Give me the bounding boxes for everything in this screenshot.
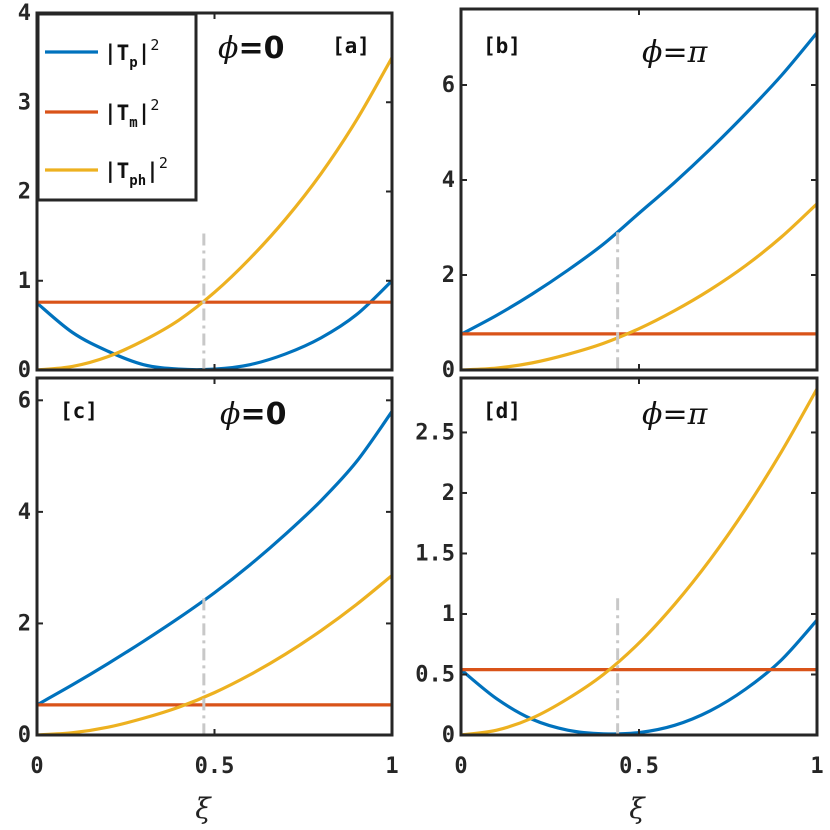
legend-entry-m: |Tm|2 [45,96,159,131]
y-tick-label: 2 [18,180,31,205]
series-line-tp [461,31,817,336]
y-tick-label: 4 [18,500,31,525]
y-tick-label: 0 [442,358,455,383]
panel-label: [b] [483,34,521,58]
x-tick-label: 0.5 [619,754,659,779]
y-tick-label: 6 [442,73,455,98]
y-tick-label: 1 [442,602,455,627]
series-line-tph [461,202,817,370]
x-tick-label: 0 [30,754,43,779]
x-axis-label-left: ξ [195,792,212,825]
x-tick-label: 1 [385,754,398,779]
panel-label: [d] [483,399,521,423]
x-axis-label-right: ξ [629,792,646,825]
axes-frame [35,376,394,737]
y-tick-label: 6 [18,388,31,413]
legend-label: |Tm|2 [104,96,159,131]
x-tick-label: 1 [810,754,823,779]
series-line-tp [37,410,392,707]
panel-d: 0 0.5 1 1.5 2 2.5 0 0.5 1 [d] ϕ=π [415,376,824,779]
plot-area-c [37,410,392,735]
panel-label: [c] [60,399,98,423]
plot-area-b [461,31,817,370]
x-tick-label: 0 [454,754,467,779]
plot-area-d [461,388,817,735]
y-tick-label: 2.5 [415,420,455,445]
series-line-tp [461,618,817,735]
y-tick-label: 0 [442,723,455,748]
y-tick-label: 3 [18,90,31,115]
series-line-tph [37,574,392,735]
series-line-tph [461,388,817,735]
y-tick-label: 0.5 [415,662,455,687]
y-tick-label: 1 [18,269,31,294]
panel-a: 0 1 2 3 4 [a] ϕ=0 [18,1,394,383]
phi-annotation: ϕ=π [642,35,709,70]
phi-annotation: ϕ=0 [218,31,284,66]
legend-entry-p: |Tp|2 [45,36,159,71]
y-tick-label: 4 [18,1,31,26]
panel-b: 0 2 4 6 [b] ϕ=π [442,7,819,383]
y-tick-label: 0 [18,358,31,383]
y-tick-label: 2 [442,263,455,288]
legend-label: |Tph|2 [104,154,168,189]
panel-label: [a] [332,34,370,58]
legend: |Tp|2 |Tm|2 |Tph|2 [36,12,198,202]
y-tick-label: 1.5 [415,541,455,566]
series-line-tph [37,56,392,370]
panels: 0 1 2 3 4 [a] ϕ=0 0 2 4 6 [b] ϕ=π 0 2 4 6 0 0.5 1 [c] ϕ=0 0 0.5… [18,1,824,779]
x-tick-label: 0.5 [195,754,235,779]
axes-frame [459,7,819,372]
y-tick-label: 4 [442,168,455,193]
y-tick-label: 0 [18,723,31,748]
axes-frame [459,376,819,737]
legend-entry-ph: |Tph|2 [45,154,168,189]
phi-annotation: ϕ=π [642,397,709,432]
y-tick-label: 2 [442,481,455,506]
panel-c: 0 2 4 6 0 0.5 1 [c] ϕ=0 [18,376,399,779]
y-tick-label: 2 [18,611,31,636]
legend-label: |Tp|2 [104,36,159,71]
phi-annotation: ϕ=0 [220,397,286,432]
